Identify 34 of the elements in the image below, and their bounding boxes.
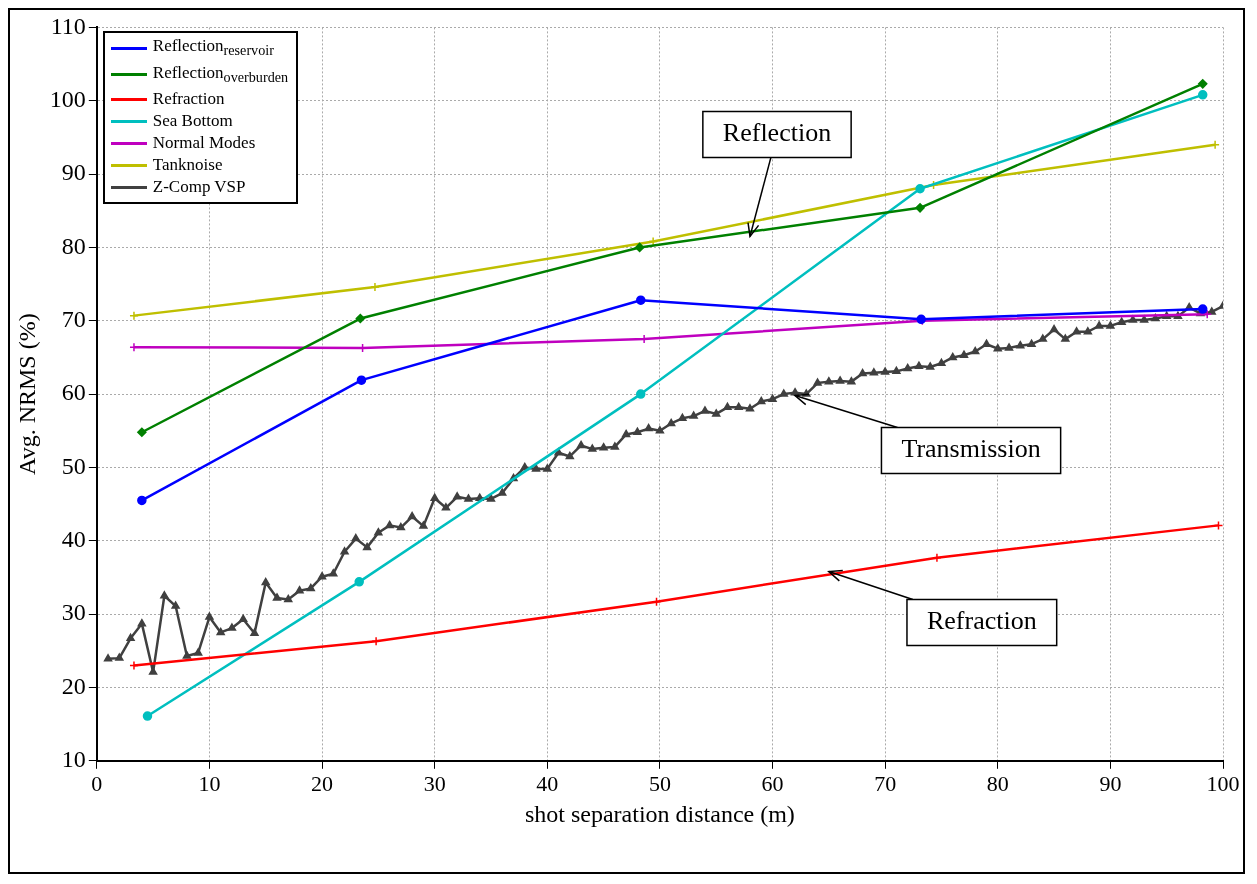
x-tick-label: 60 bbox=[761, 770, 784, 796]
y-tick-label: 110 bbox=[50, 12, 86, 39]
legend-label: Normal Modes bbox=[152, 132, 256, 155]
x-tick-label: 10 bbox=[198, 770, 221, 796]
legend-label: Tanknoise bbox=[152, 154, 223, 177]
x-tick-label: 0 bbox=[91, 770, 103, 796]
legend-label: Sea Bottom bbox=[152, 110, 233, 133]
y-tick-label: 40 bbox=[61, 526, 86, 553]
y-tick-label: 20 bbox=[61, 672, 86, 699]
y-tick-label: 10 bbox=[61, 746, 86, 773]
x-axis-title: shot separation distance (m) bbox=[524, 800, 795, 827]
annotation: Transmission bbox=[901, 434, 1041, 464]
legend-label: Reflection$_{reservoir}$ bbox=[152, 35, 274, 61]
y-tick-label: 50 bbox=[61, 452, 86, 479]
y-tick-label: 80 bbox=[61, 232, 86, 259]
x-tick-label: 100 bbox=[1206, 770, 1240, 796]
x-tick-label: 50 bbox=[648, 770, 671, 796]
legend-label: Z-Comp VSP bbox=[152, 176, 246, 199]
annotation: Reflection bbox=[722, 118, 832, 148]
x-tick-label: 80 bbox=[986, 770, 1009, 796]
legend-label: Refraction bbox=[152, 88, 225, 111]
y-tick-label: 90 bbox=[61, 159, 86, 186]
annotation: Refraction bbox=[926, 606, 1037, 636]
x-tick-label: 30 bbox=[423, 770, 446, 796]
legend-label: Reflection$_{overburden}$ bbox=[152, 61, 289, 88]
y-tick-label: 30 bbox=[61, 599, 86, 626]
y-tick-label: 60 bbox=[61, 379, 86, 406]
x-tick-label: 40 bbox=[536, 770, 559, 796]
x-tick-label: 70 bbox=[874, 770, 897, 796]
y-tick-label: 100 bbox=[49, 86, 86, 113]
x-tick-label: 90 bbox=[1099, 770, 1122, 796]
y-tick-label: 70 bbox=[61, 306, 86, 333]
x-tick-label: 20 bbox=[311, 770, 334, 796]
y-axis-title: Avg. NRMS (%) bbox=[13, 313, 40, 475]
